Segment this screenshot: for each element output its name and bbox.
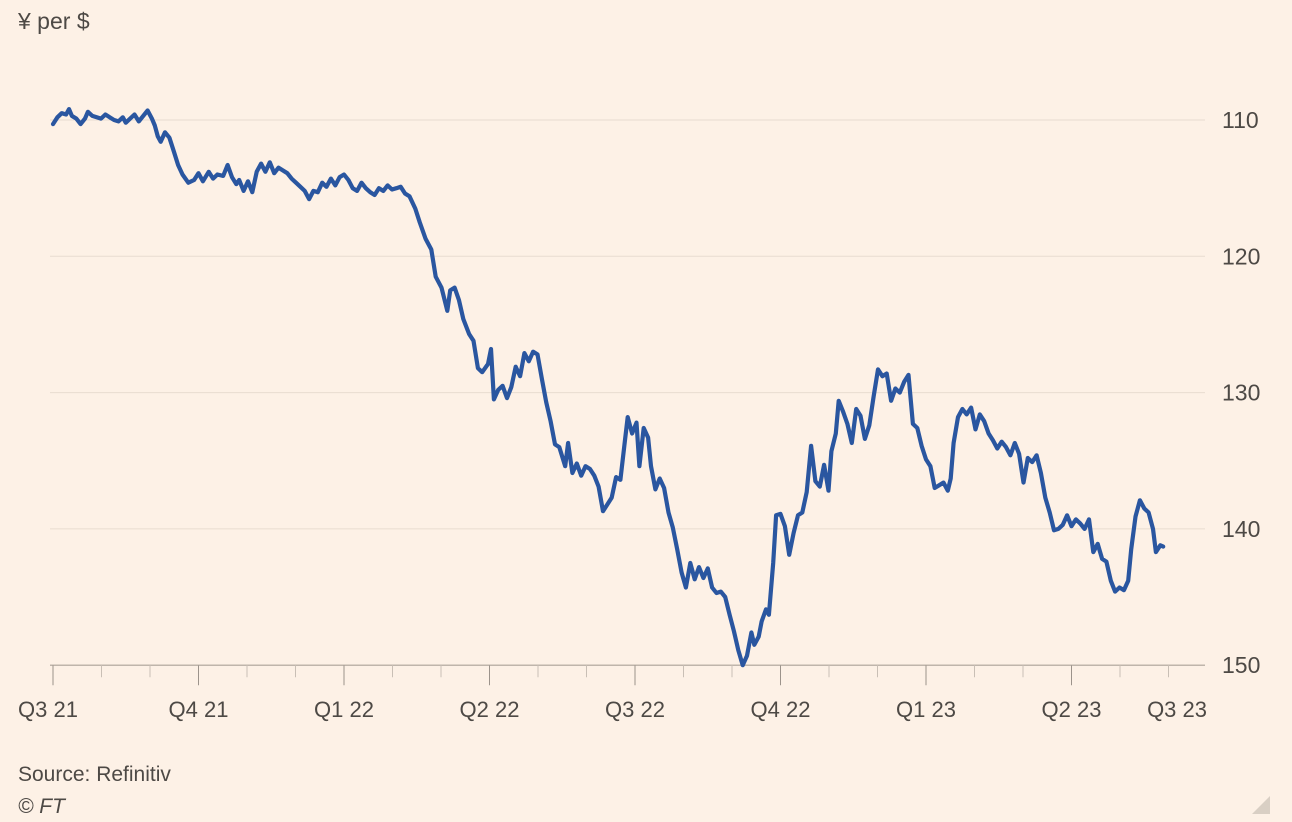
- x-tick-label: Q1 22: [314, 697, 374, 722]
- y-axis-unit-label: ¥ per $: [18, 8, 90, 34]
- series-layer: [50, 107, 1166, 668]
- x-tick-label: Q3 21: [18, 697, 78, 722]
- y-tick-label: 150: [1222, 652, 1260, 678]
- x-tick-label: Q2 23: [1042, 697, 1102, 722]
- gridlines: [50, 119, 1205, 666]
- x-tick-label: Q1 23: [896, 697, 956, 722]
- x-tick-label: Q2 22: [460, 697, 520, 722]
- y-tick-label: 120: [1222, 243, 1260, 269]
- series-line-usd-jpy: [50, 107, 1166, 668]
- x-tick-label: Q3 23: [1147, 697, 1207, 722]
- copyright-note: © FT: [18, 795, 65, 818]
- y-axis: 110 120 130 140 150: [1222, 107, 1260, 678]
- x-tick-label: Q3 22: [605, 697, 665, 722]
- resize-grip-icon[interactable]: [1252, 796, 1270, 814]
- x-tick-label: Q4 21: [169, 697, 229, 722]
- y-tick-label: 110: [1222, 107, 1259, 133]
- x-axis: Q3 21 Q4 21 Q1 22 Q2 22 Q3 22 Q4 22 Q1 23 Q2 23…: [18, 665, 1207, 722]
- x-tick-label: Q4 22: [751, 697, 811, 722]
- y-tick-label: 130: [1222, 380, 1260, 406]
- y-tick-label: 140: [1222, 516, 1260, 542]
- source-note: Source: Refinitiv: [18, 763, 171, 786]
